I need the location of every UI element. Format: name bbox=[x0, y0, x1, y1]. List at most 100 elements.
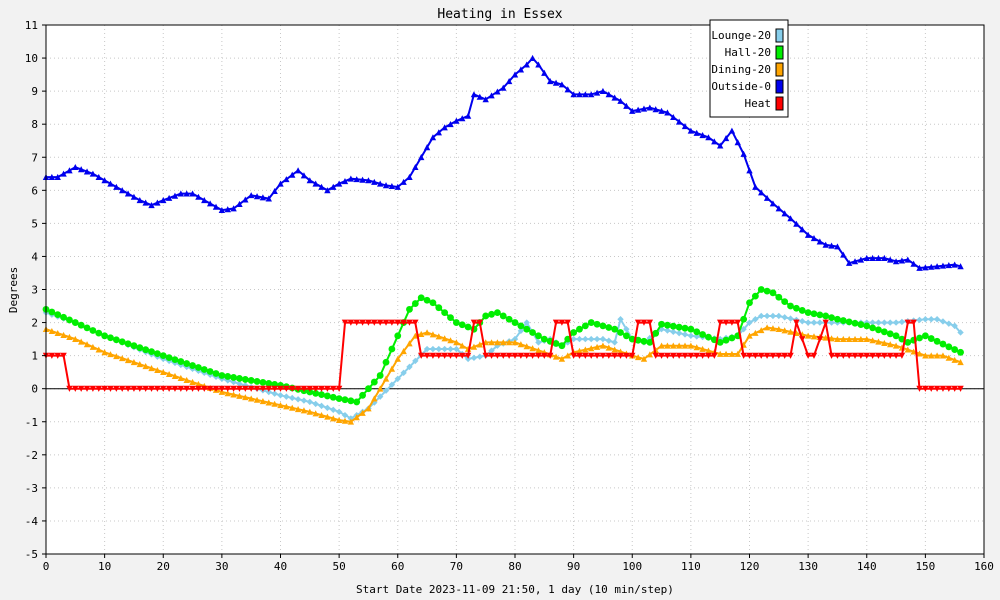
x-tick-label: 110 bbox=[681, 560, 701, 573]
data-point bbox=[400, 178, 407, 185]
data-point bbox=[230, 385, 237, 392]
data-point bbox=[447, 314, 454, 322]
data-point bbox=[582, 352, 589, 359]
data-point bbox=[675, 118, 683, 125]
data-point bbox=[576, 347, 583, 354]
data-point bbox=[294, 396, 302, 403]
data-point bbox=[529, 345, 536, 352]
data-point bbox=[757, 286, 765, 293]
data-point bbox=[388, 319, 396, 326]
data-point bbox=[376, 393, 384, 400]
data-point bbox=[171, 192, 179, 199]
data-point bbox=[933, 385, 941, 392]
data-point bbox=[300, 407, 308, 414]
data-point bbox=[476, 341, 484, 348]
data-point bbox=[840, 352, 847, 359]
data-point bbox=[242, 196, 249, 203]
legend-swatch bbox=[775, 79, 784, 94]
legend-label: Outside-0 bbox=[711, 80, 771, 93]
data-point bbox=[716, 142, 724, 149]
data-point bbox=[124, 190, 132, 197]
data-point bbox=[259, 385, 267, 392]
data-point bbox=[242, 394, 249, 401]
data-point bbox=[289, 385, 296, 392]
data-point bbox=[881, 352, 888, 359]
data-point bbox=[230, 391, 237, 398]
data-point bbox=[335, 180, 343, 187]
data-point bbox=[189, 190, 196, 197]
data-point bbox=[412, 357, 419, 365]
data-point bbox=[892, 352, 900, 359]
data-point bbox=[646, 351, 654, 358]
data-point bbox=[300, 385, 308, 392]
data-point bbox=[588, 335, 595, 343]
data-point bbox=[494, 88, 501, 95]
data-point bbox=[763, 312, 771, 320]
data-point bbox=[775, 293, 783, 301]
data-point bbox=[241, 376, 249, 383]
data-point bbox=[60, 313, 67, 321]
data-point bbox=[863, 352, 870, 359]
data-point bbox=[734, 319, 741, 326]
data-point bbox=[265, 388, 272, 396]
data-point bbox=[195, 193, 202, 200]
data-point bbox=[388, 345, 396, 353]
data-point bbox=[945, 354, 953, 361]
data-point bbox=[259, 398, 267, 405]
data-point bbox=[816, 238, 824, 245]
data-point bbox=[294, 385, 302, 392]
data-point bbox=[599, 335, 607, 343]
data-point bbox=[945, 385, 953, 392]
data-point bbox=[617, 352, 624, 359]
data-point bbox=[875, 326, 882, 334]
data-point bbox=[83, 324, 91, 332]
data-point bbox=[887, 319, 894, 326]
data-point bbox=[482, 96, 489, 103]
data-point bbox=[769, 289, 777, 297]
data-point bbox=[189, 385, 196, 392]
data-point bbox=[488, 352, 495, 359]
data-point bbox=[787, 315, 794, 322]
data-point bbox=[148, 385, 155, 392]
data-point bbox=[335, 395, 343, 403]
data-point bbox=[705, 333, 712, 341]
data-point bbox=[101, 349, 108, 356]
data-point bbox=[353, 398, 361, 406]
data-point bbox=[124, 385, 132, 392]
data-point bbox=[605, 344, 612, 351]
data-point bbox=[359, 319, 366, 326]
data-point bbox=[804, 332, 812, 339]
data-point bbox=[165, 354, 173, 362]
data-point bbox=[928, 316, 935, 323]
data-point bbox=[552, 319, 560, 326]
data-point bbox=[675, 329, 683, 337]
data-point bbox=[388, 182, 396, 190]
data-point bbox=[728, 334, 736, 342]
data-point bbox=[177, 385, 185, 392]
data-point bbox=[423, 329, 431, 336]
data-point bbox=[488, 92, 495, 99]
data-point bbox=[171, 356, 179, 363]
data-point bbox=[799, 336, 806, 343]
data-point bbox=[570, 91, 577, 98]
data-point bbox=[119, 355, 126, 362]
data-point bbox=[206, 200, 214, 207]
data-point bbox=[763, 352, 771, 359]
data-point bbox=[289, 171, 296, 178]
data-point bbox=[646, 104, 654, 111]
data-point bbox=[670, 342, 677, 349]
data-point bbox=[611, 94, 618, 101]
data-point bbox=[353, 414, 360, 421]
data-point bbox=[441, 335, 448, 342]
data-point bbox=[283, 385, 290, 392]
data-point bbox=[464, 352, 472, 359]
x-tick-label: 0 bbox=[43, 560, 50, 573]
data-point bbox=[300, 397, 308, 404]
data-point bbox=[406, 319, 413, 326]
data-point bbox=[640, 337, 648, 345]
data-point bbox=[212, 370, 220, 377]
data-point bbox=[921, 332, 929, 340]
data-point bbox=[365, 177, 372, 184]
data-point bbox=[769, 325, 777, 332]
